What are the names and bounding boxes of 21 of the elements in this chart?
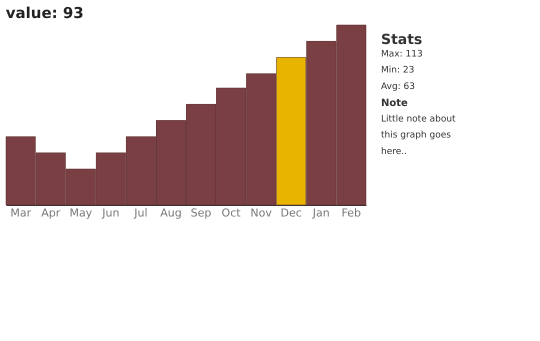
x-tick-label: Feb bbox=[342, 206, 362, 220]
x-tick-label: Nov bbox=[250, 206, 272, 220]
text: Stats bbox=[381, 32, 422, 48]
text: Avg: 63 bbox=[381, 82, 416, 92]
chart-title: value: 93 bbox=[6, 4, 84, 22]
text: Min: 23 bbox=[381, 66, 414, 76]
x-tick-label: Dec bbox=[280, 206, 302, 220]
x-tick-label: Apr bbox=[41, 206, 61, 220]
x-tick-label: Mar bbox=[10, 206, 32, 220]
x-tick-label: Sep bbox=[190, 206, 212, 220]
x-tick-label: Jun bbox=[101, 206, 120, 220]
x-tick-label: Oct bbox=[222, 206, 242, 220]
text: Little note about bbox=[381, 114, 456, 124]
x-tick-label: May bbox=[69, 206, 93, 220]
x-tick-label: Jan bbox=[312, 206, 330, 220]
text: this graph goes bbox=[381, 130, 452, 141]
x-tick-label: Jul bbox=[133, 206, 148, 220]
text: Note bbox=[381, 98, 408, 110]
x-tick-label: Aug bbox=[160, 206, 182, 220]
text: here.. bbox=[381, 146, 408, 157]
text: Max: 113 bbox=[381, 49, 423, 60]
